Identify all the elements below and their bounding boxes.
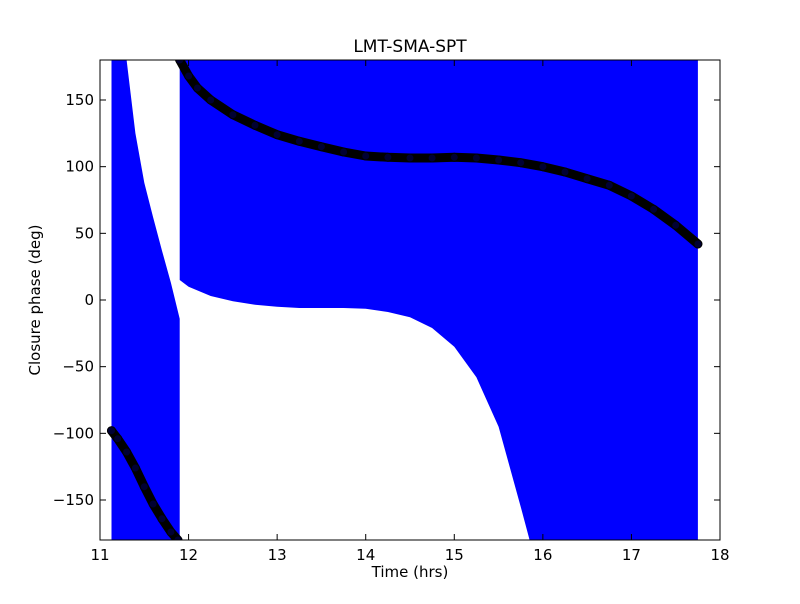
data-point (671, 220, 681, 230)
data-point (294, 136, 304, 146)
axis-ticks: 11 12 13 14 15 16 17 18 −150 −100 −50 0 50 100 150 (53, 60, 730, 564)
data-point (361, 151, 371, 161)
data-point (316, 142, 326, 152)
y-tick-label: −150 (53, 491, 94, 509)
data-point (339, 147, 349, 157)
x-tick-label: 12 (179, 546, 198, 564)
data-point (560, 167, 570, 177)
x-tick-label: 17 (622, 546, 641, 564)
y-tick-label: 100 (65, 158, 94, 176)
data-point (626, 191, 636, 201)
x-tick-label: 11 (90, 546, 109, 564)
data-point (405, 153, 415, 163)
y-tick-label: −50 (62, 358, 94, 376)
data-point (272, 130, 282, 140)
x-tick-label: 15 (445, 546, 464, 564)
data-point (228, 110, 238, 120)
data-point (427, 153, 437, 163)
data-point (192, 83, 202, 93)
x-tick-label: 18 (710, 546, 729, 564)
data-point (130, 463, 140, 473)
data-point (166, 527, 176, 537)
data-point (148, 499, 158, 509)
data-point (139, 482, 149, 492)
data-point (157, 514, 167, 524)
data-point (175, 60, 185, 65)
y-tick-label: 0 (84, 291, 94, 309)
x-tick-label: 16 (533, 546, 552, 564)
y-axis-label: Closure phase (deg) (26, 225, 44, 376)
data-point (494, 155, 504, 165)
y-tick-label: 50 (75, 224, 94, 242)
data-point (649, 204, 659, 214)
data-point (173, 535, 183, 540)
data-point (538, 162, 548, 172)
data-point (184, 71, 194, 81)
x-axis-label: Time (hrs) (371, 563, 449, 581)
data-point (516, 158, 526, 168)
data-point (383, 152, 393, 162)
data-point (113, 434, 123, 444)
data-point (250, 120, 260, 130)
data-point (449, 152, 459, 162)
error-band-1 (111, 60, 180, 540)
data-point (582, 174, 592, 184)
y-tick-label: 150 (65, 91, 94, 109)
y-tick-label: −100 (53, 424, 94, 442)
data-point (122, 447, 132, 457)
error-band-2 (179, 60, 698, 540)
data-point (107, 426, 116, 436)
data-point (604, 180, 614, 190)
data-point (693, 239, 703, 249)
chart-title: LMT-SMA-SPT (353, 37, 467, 57)
x-tick-label: 13 (268, 546, 287, 564)
x-tick-label: 14 (356, 546, 375, 564)
data-layer (107, 60, 703, 540)
data-point (206, 95, 216, 105)
data-point (471, 153, 481, 163)
